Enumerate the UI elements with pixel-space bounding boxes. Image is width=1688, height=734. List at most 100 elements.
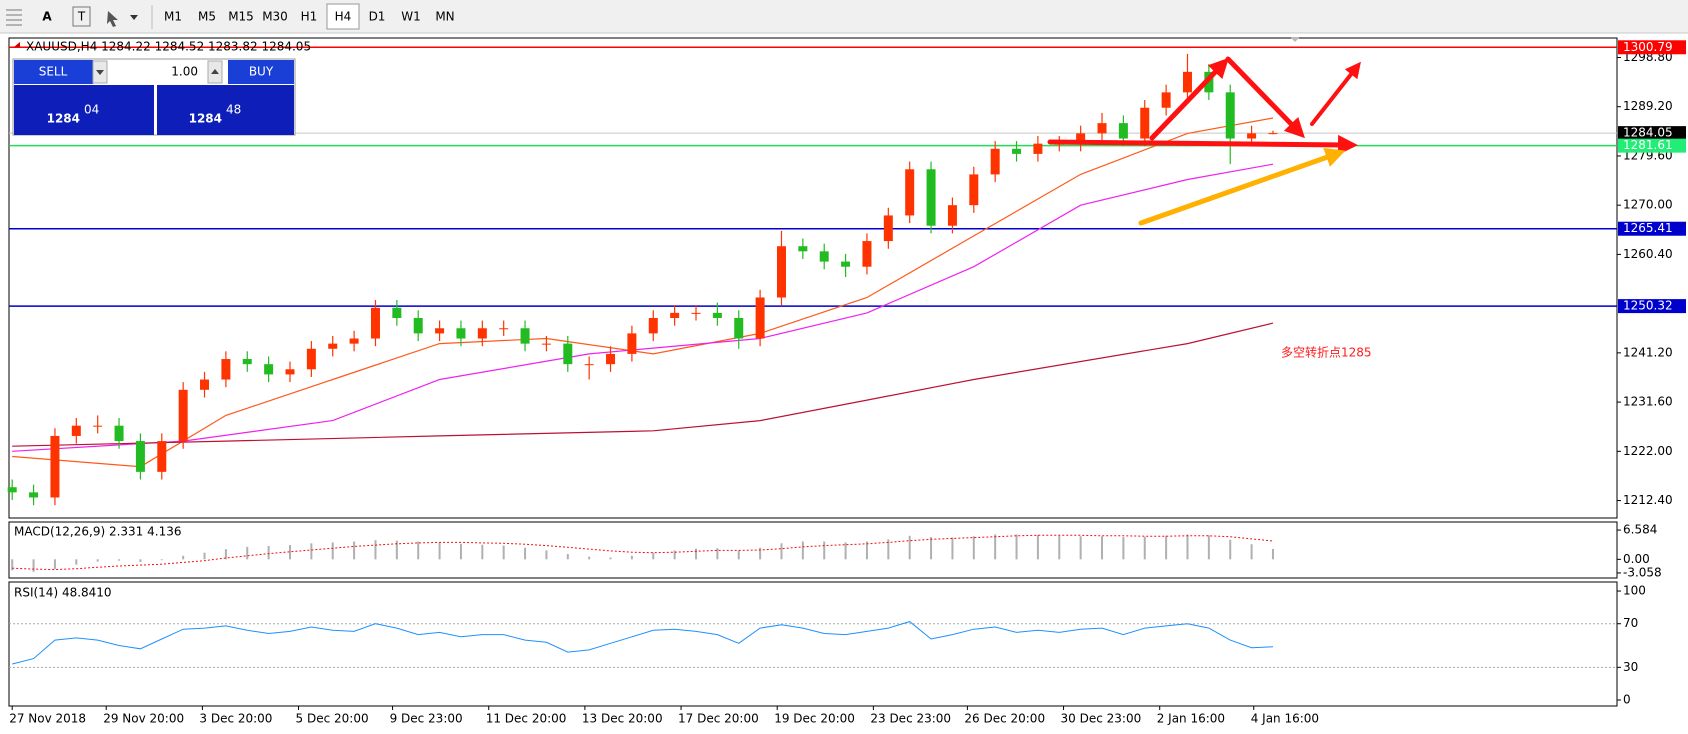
timeframe-button[interactable]: H4	[335, 10, 352, 24]
macd-bar	[1271, 548, 1274, 560]
macd-bar	[844, 542, 847, 560]
y-tick-label: 1241.20	[1623, 345, 1673, 359]
candle-body	[178, 389, 188, 442]
macd-bar	[737, 550, 740, 560]
y-tick-label: 1260.40	[1623, 247, 1673, 261]
macd-bar	[353, 541, 356, 560]
x-tick-label: 23 Dec 23:00	[870, 712, 951, 726]
candle-body	[1033, 143, 1043, 154]
timeframe-button[interactable]: M1	[164, 10, 182, 24]
macd-bar	[673, 550, 676, 560]
timeframe-selected	[326, 3, 360, 30]
x-tick-label: 4 Jan 16:00	[1251, 712, 1319, 726]
candle-body	[93, 425, 103, 427]
moving-average	[12, 322, 1274, 447]
sell-button[interactable]	[14, 60, 93, 84]
macd-bar	[182, 555, 185, 560]
macd-bar	[972, 536, 975, 560]
price-level-tag	[1618, 40, 1686, 55]
candle-body	[1097, 123, 1107, 134]
candle-body	[7, 487, 17, 493]
candle-body	[734, 318, 744, 339]
candle-body	[905, 169, 915, 216]
lot-value: 1.00	[171, 65, 198, 79]
x-tick-label: 9 Dec 23:00	[390, 712, 463, 726]
moving-average	[12, 117, 1274, 468]
macd-bar	[246, 546, 249, 560]
sell-price-small: 04	[84, 103, 99, 117]
macd-bar	[331, 542, 334, 560]
buy-price-box[interactable]	[157, 85, 294, 135]
macd-bar	[630, 555, 633, 560]
rsi-y-tick-label: 30	[1623, 660, 1638, 674]
timeframe-button[interactable]: W1	[401, 10, 421, 24]
macd-panel	[8, 521, 1618, 579]
candle-body	[862, 241, 872, 267]
candle-body	[306, 348, 316, 370]
macd-bar	[310, 543, 313, 560]
macd-bar	[887, 539, 890, 560]
sell-price-box[interactable]	[14, 85, 154, 135]
candle-body	[349, 338, 359, 344]
macd-bar	[1165, 535, 1168, 560]
macd-bar	[823, 541, 826, 560]
macd-bar	[801, 541, 804, 560]
candle-body	[200, 379, 210, 390]
macd-bar	[908, 535, 911, 560]
y-tick-label: 1289.20	[1623, 99, 1673, 113]
buy-button[interactable]	[228, 60, 294, 84]
macd-bar	[96, 559, 99, 562]
macd-bar	[716, 548, 719, 560]
x-tick-label: 27 Nov 2018	[9, 712, 86, 726]
timeframe-button[interactable]: M30	[262, 10, 288, 24]
dropdown-arrow[interactable]	[130, 15, 138, 20]
macd-bar	[1207, 535, 1210, 560]
arrow-support	[1138, 147, 1346, 226]
text-tool[interactable]: A	[42, 10, 52, 24]
macd-bar	[1186, 534, 1189, 560]
timeframe-button[interactable]: D1	[369, 10, 386, 24]
buy-price-small: 48	[226, 103, 241, 117]
timeframe-button[interactable]: M5	[198, 10, 216, 24]
macd-bar	[203, 552, 206, 560]
x-tick-label: 26 Dec 20:00	[964, 712, 1045, 726]
candle-body	[413, 318, 423, 334]
price-level-tag	[1618, 299, 1686, 314]
macd-bar	[865, 541, 868, 560]
text-label-tool[interactable]: T	[77, 10, 86, 24]
candle-body	[776, 246, 786, 298]
toolbar-grid-icon[interactable]	[6, 9, 22, 26]
lot-input[interactable]	[108, 61, 208, 83]
x-tick-label: 2 Jan 16:00	[1157, 712, 1225, 726]
x-tick-label: 30 Dec 23:00	[1061, 712, 1142, 726]
timeframe-button[interactable]: H1	[301, 10, 318, 24]
rsi-y-tick-label: 100	[1623, 584, 1646, 598]
candle-body	[883, 215, 893, 242]
macd-bar	[395, 540, 398, 560]
timeframe-button[interactable]: M15	[228, 10, 254, 24]
macd-bar	[930, 537, 933, 560]
objects-tool[interactable]	[107, 11, 118, 27]
candle-body	[135, 441, 145, 472]
sell-price-big: 1284	[47, 112, 80, 126]
macd-bar	[224, 549, 227, 560]
arrow-right	[1047, 134, 1358, 155]
rsi-y-tick-label: 0	[1623, 693, 1631, 707]
macd-bar	[502, 545, 505, 560]
candle-body	[157, 441, 167, 472]
candle-body	[370, 307, 380, 339]
timeframe-button[interactable]: MN	[435, 10, 454, 24]
candle-body	[691, 312, 701, 314]
candle-body	[712, 312, 722, 318]
macd-bar	[160, 559, 163, 561]
macd-bar	[588, 556, 591, 560]
y-tick-label: 1212.40	[1623, 493, 1673, 507]
drawn-arrows	[1047, 56, 1361, 226]
macd-bar	[951, 537, 954, 560]
candle-body	[1182, 71, 1192, 93]
candle-body	[456, 328, 466, 339]
macd-bar	[609, 557, 612, 560]
x-tick-label: 13 Dec 20:00	[582, 712, 663, 726]
x-tick-label: 17 Dec 20:00	[678, 712, 759, 726]
candle-body	[114, 425, 124, 442]
